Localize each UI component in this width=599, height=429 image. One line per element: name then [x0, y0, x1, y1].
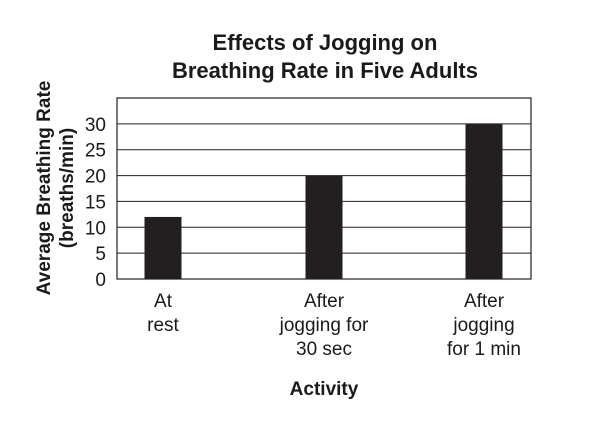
- category-label-line: for 1 min: [447, 339, 521, 360]
- y-tick-label: 5: [95, 244, 106, 265]
- y-tick-label: 0: [95, 270, 106, 291]
- y-tick-label: 10: [85, 218, 106, 239]
- plot-frame: [116, 97, 532, 280]
- y-tick-labels: 0 5 10 15 20 25 30: [85, 115, 106, 291]
- y-tick-label: 30: [85, 115, 106, 136]
- chart-title-line: Breathing Rate in Five Adults: [172, 58, 478, 83]
- bars: [144, 123, 503, 279]
- bar: [144, 216, 182, 279]
- chart-title-line: Effects of Jogging on: [213, 30, 438, 55]
- category-label-line: rest: [147, 315, 179, 336]
- y-axis-title-line: Average Breathing Rate: [34, 81, 55, 296]
- x-axis-title: Activity: [290, 379, 359, 400]
- category-label-line: After: [464, 291, 505, 312]
- category-label-line: jogging: [452, 315, 514, 336]
- bar: [465, 123, 503, 279]
- category-labels: At rest After jogging for 30 sec After jogging…: [147, 291, 521, 360]
- category-label-line: After: [304, 291, 345, 312]
- category-label-line: 30 sec: [296, 339, 352, 360]
- category-label-line: At: [154, 291, 173, 312]
- chart-title: Effects of Jogging on Breathing Rate in F…: [172, 30, 478, 83]
- y-tick-label: 20: [85, 167, 106, 188]
- y-tick-label: 25: [85, 141, 106, 162]
- y-axis-title: Average Breathing Rate (breaths/min): [34, 81, 78, 296]
- category-label-line: jogging for: [279, 315, 369, 336]
- bar: [305, 175, 343, 279]
- y-axis-title-line: (breaths/min): [57, 128, 78, 248]
- y-tick-label: 15: [85, 192, 106, 213]
